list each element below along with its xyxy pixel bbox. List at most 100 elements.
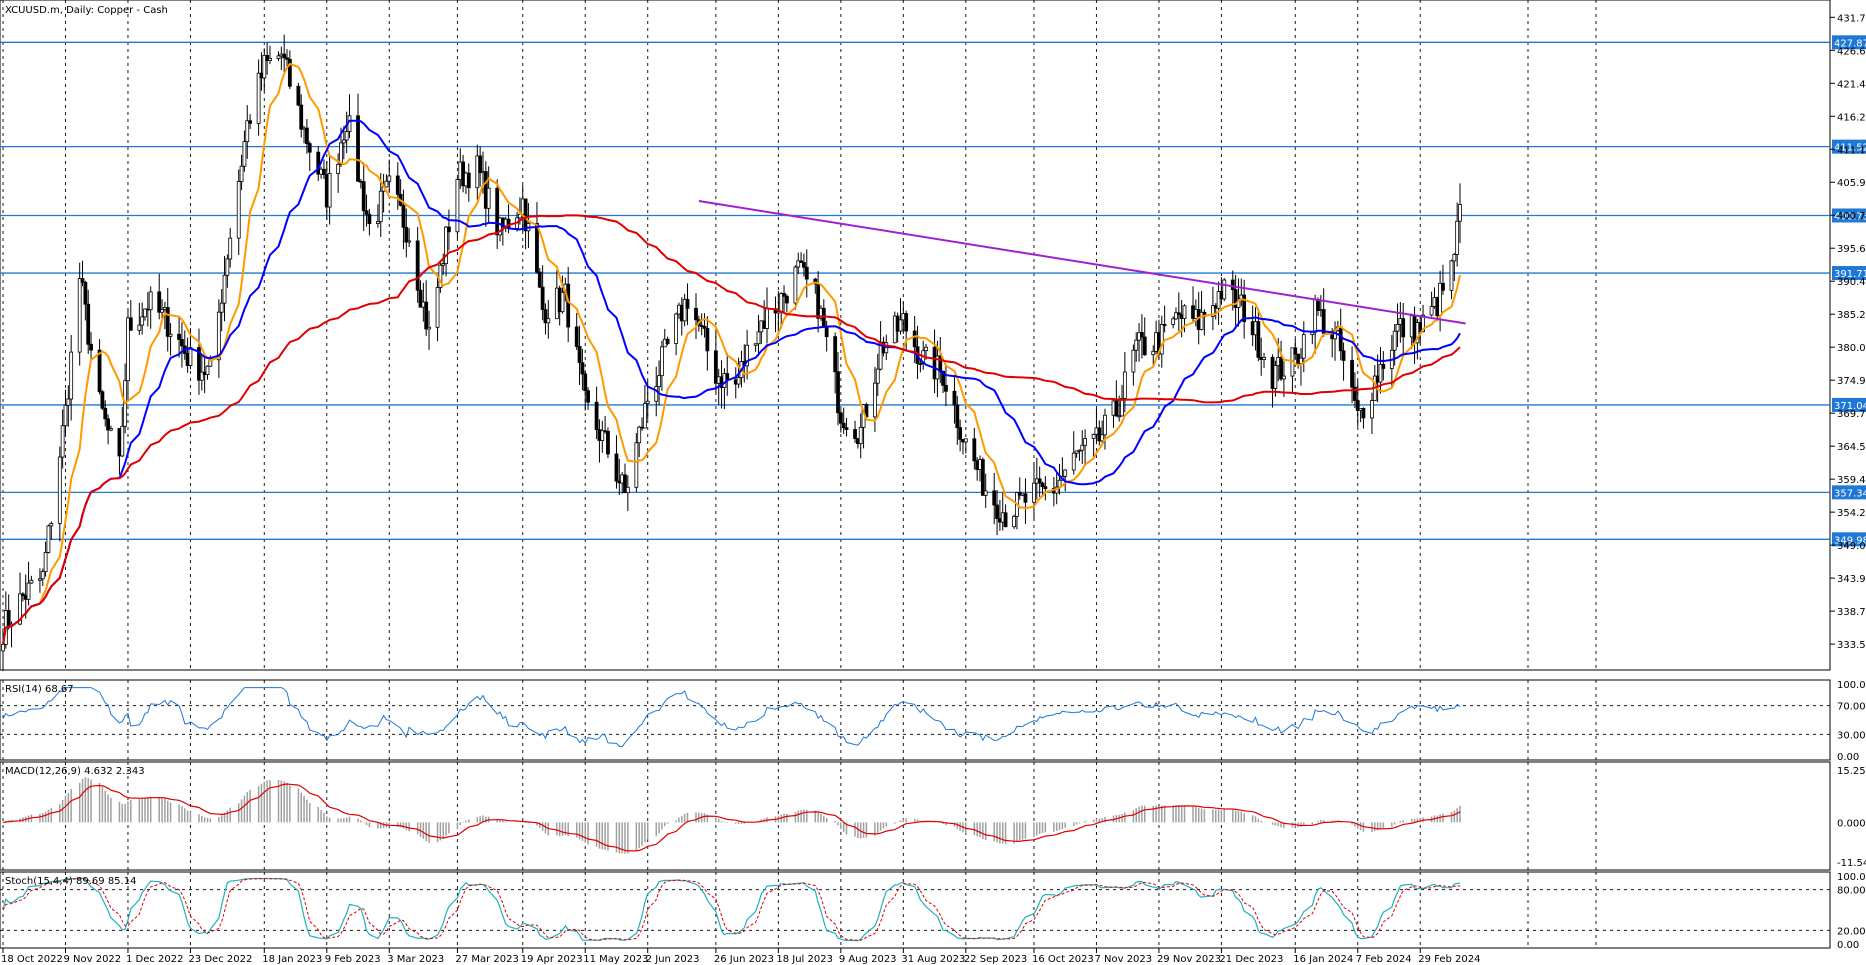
horizontal-levels: 427.87 411.52 400.73 391.71 371.04 357.34 349.… (0, 35, 1866, 547)
time-axis-label: 9 Nov 2022 (63, 954, 121, 965)
candle-body (838, 412, 843, 424)
price-level-label: 357.34 (1834, 488, 1866, 499)
candle-body (188, 347, 193, 366)
price-axis-label: 380.09 (1837, 343, 1866, 354)
candle-body (137, 324, 142, 331)
candle-body (455, 179, 460, 233)
candle-body (625, 486, 630, 494)
candle-body (745, 344, 750, 367)
candle-body (26, 582, 31, 600)
candle-body (1182, 305, 1187, 319)
candle-body (1321, 309, 1326, 334)
price-axis-label: 354.24 (1837, 508, 1866, 519)
candle-body (992, 490, 997, 506)
candle-body (958, 427, 963, 440)
candle-body (784, 295, 789, 304)
candle-body (918, 363, 923, 365)
price-level-label: 411.52 (1834, 143, 1866, 154)
price-axis-label: 374.92 (1837, 376, 1866, 387)
candle-body (972, 438, 977, 462)
candle-body (1355, 400, 1360, 411)
candle-body (80, 278, 85, 283)
candle-body (756, 331, 761, 345)
candle-body (1230, 279, 1235, 291)
candle-body (583, 373, 588, 392)
candle-body (1262, 357, 1266, 360)
candle-body (836, 371, 840, 414)
candle-body (753, 343, 758, 346)
candle-body (205, 365, 210, 376)
candle-body (543, 309, 548, 324)
candle-body (1140, 332, 1144, 338)
candle-body (594, 401, 599, 431)
candle-body (222, 274, 227, 304)
price-axis-label: 400.77 (1837, 211, 1866, 222)
candle-body (657, 375, 661, 387)
candle-body (197, 347, 201, 381)
macd-label: MACD(12,26,9) 4.632 2.343 (5, 766, 145, 777)
candle-body (645, 400, 650, 404)
time-axis-label: 18 Jul 2023 (776, 954, 833, 965)
time-axis-label: 19 Apr 2023 (521, 954, 583, 965)
candle-body (1114, 400, 1119, 417)
price-axis-label: 395.60 (1837, 244, 1866, 255)
candle-body (287, 58, 292, 87)
candle-body (1455, 220, 1460, 255)
candle-body (1458, 204, 1462, 222)
candle-body (1353, 386, 1357, 401)
macd-panel: 15.254 0.000 -11.548 (2, 766, 1866, 869)
candle-body (109, 428, 113, 431)
time-axis-label: 18 Jan 2023 (262, 954, 322, 965)
stoch-axis-label: 0.00 (1837, 940, 1859, 951)
time-axis-label: 16 Oct 2023 (1032, 954, 1094, 965)
candle-body (1301, 334, 1306, 359)
stoch-axis-label: 80.00 (1837, 886, 1866, 897)
candle-body (799, 260, 803, 263)
stoch-signal-line (2, 877, 1461, 941)
candle-body (574, 326, 579, 347)
candle-body (614, 453, 619, 482)
candle-body (1361, 408, 1366, 419)
candle-body (128, 317, 133, 331)
time-axis-label: 18 Oct 2022 (1, 954, 63, 965)
candle-body (83, 281, 88, 305)
candle-body (276, 55, 281, 59)
candle-body (18, 593, 22, 625)
candle-body (1449, 260, 1454, 291)
candle-body (418, 289, 423, 308)
candle-body (407, 240, 412, 243)
candle-body (824, 326, 829, 338)
stoch-main-line (2, 877, 1461, 942)
candle-body (180, 339, 184, 347)
candle-body (1392, 330, 1397, 351)
candle-body (833, 336, 838, 373)
rsi-axis-label: 70.00 (1837, 702, 1866, 713)
candle-body (1441, 282, 1445, 291)
candle-body (361, 181, 366, 212)
candle-body (242, 141, 247, 167)
candle-body (20, 593, 25, 596)
candle-body (299, 104, 304, 130)
trendline[interactable] (698, 200, 1466, 325)
candle-body (165, 307, 170, 337)
candle-body (535, 222, 539, 273)
candle-body (1151, 350, 1156, 356)
candle-body (77, 278, 82, 353)
candle-body (523, 198, 528, 232)
time-axis-label: 22 Sep 2023 (964, 954, 1027, 965)
candle-body (126, 317, 130, 382)
candle-body (796, 260, 801, 268)
macd-signal-line (2, 783, 1461, 852)
price-level-tag (1832, 208, 1866, 223)
candle-body (660, 346, 664, 377)
time-axis-label: 23 Dec 2022 (188, 954, 252, 965)
candle-body (606, 430, 610, 455)
time-axis-label: 31 Aug 2023 (901, 954, 965, 965)
price-axis-label: 385.26 (1837, 310, 1866, 321)
candle-body (143, 308, 147, 318)
candle-body (160, 309, 164, 313)
rsi-panel: 100.00 70.00 30.00 0.00 (0, 680, 1866, 763)
price-axis-label: 405.94 (1837, 178, 1866, 189)
candle-body (1074, 450, 1079, 454)
